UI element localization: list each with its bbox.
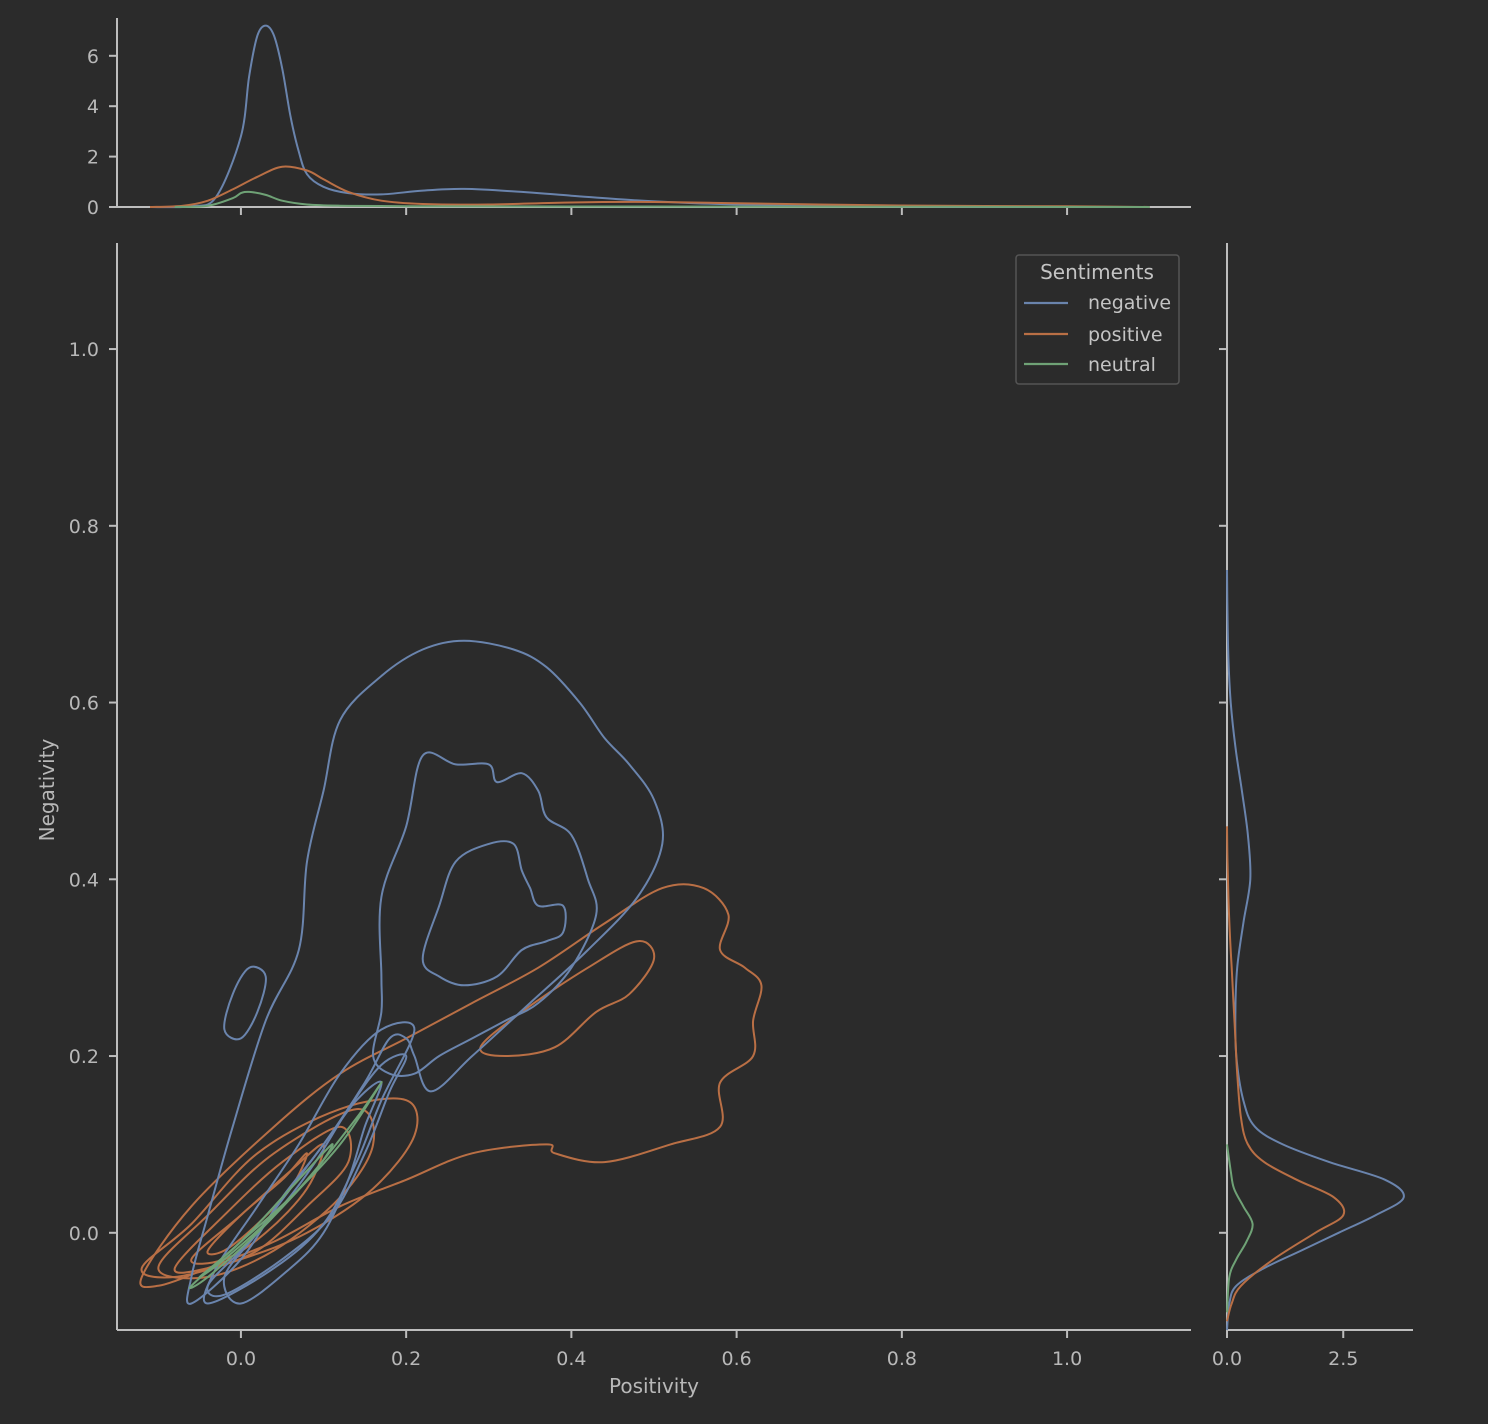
x-tick-label: 0.4 <box>556 1348 586 1370</box>
right-marginal-density-curves <box>1227 570 1404 1330</box>
x-tick-label: 0.6 <box>722 1348 752 1370</box>
right-marginal-y-ticks <box>1219 349 1227 1233</box>
right-marginal-x-ticks: 0.0 2.5 <box>1212 1330 1358 1370</box>
top-y-tick-label: 4 <box>87 96 99 118</box>
top-density-neutral <box>175 192 1150 207</box>
y-tick-label: 1.0 <box>69 339 99 361</box>
contour-neutral <box>199 1144 332 1277</box>
top-y-tick-label: 2 <box>87 147 99 169</box>
right-marginal-axes <box>1227 243 1413 1330</box>
y-tick-label: 0.8 <box>69 516 99 538</box>
main-axes <box>117 243 1191 1330</box>
contour-negative <box>373 752 597 1076</box>
x-tick-label: 0.2 <box>391 1348 421 1370</box>
top-marginal-x-ticks <box>241 207 1067 215</box>
main-y-ticks: 0.0 0.2 0.4 0.6 0.8 1.0 <box>69 339 117 1245</box>
x-tick-label: 0.0 <box>226 1348 256 1370</box>
y-tick-label: 0.0 <box>69 1223 99 1245</box>
contour-positive <box>480 941 654 1056</box>
top-marginal-y-ticks: 0 2 4 6 <box>87 46 117 219</box>
top-y-tick-label: 6 <box>87 46 99 68</box>
right-x-tick-label: 0.0 <box>1212 1348 1242 1370</box>
y-tick-label: 0.6 <box>69 693 99 715</box>
legend-label-neutral: neutral <box>1088 354 1156 376</box>
main-x-ticks: 0.0 0.2 0.4 0.6 0.8 1.0 <box>226 1330 1082 1370</box>
contour-negative <box>224 967 266 1040</box>
right-x-tick-label: 2.5 <box>1328 1348 1358 1370</box>
x-axis-label: Positivity <box>609 1374 699 1398</box>
y-axis-label: Negativity <box>35 738 59 841</box>
y-tick-label: 0.4 <box>69 869 99 891</box>
top-marginal-density-curves <box>150 26 1150 208</box>
legend: Sentiments negative positive neutral <box>1016 255 1179 384</box>
right-density-negative <box>1227 570 1404 1330</box>
contour-positive <box>140 884 761 1287</box>
legend-title: Sentiments <box>1040 260 1154 284</box>
legend-label-positive: positive <box>1088 324 1163 346</box>
x-tick-label: 1.0 <box>1052 1348 1082 1370</box>
x-tick-label: 0.8 <box>887 1348 917 1370</box>
top-density-negative <box>150 26 1150 208</box>
legend-label-negative: negative <box>1088 292 1171 314</box>
kde-contours <box>140 641 761 1304</box>
y-tick-label: 0.2 <box>69 1046 99 1068</box>
top-y-tick-label: 0 <box>87 197 99 219</box>
